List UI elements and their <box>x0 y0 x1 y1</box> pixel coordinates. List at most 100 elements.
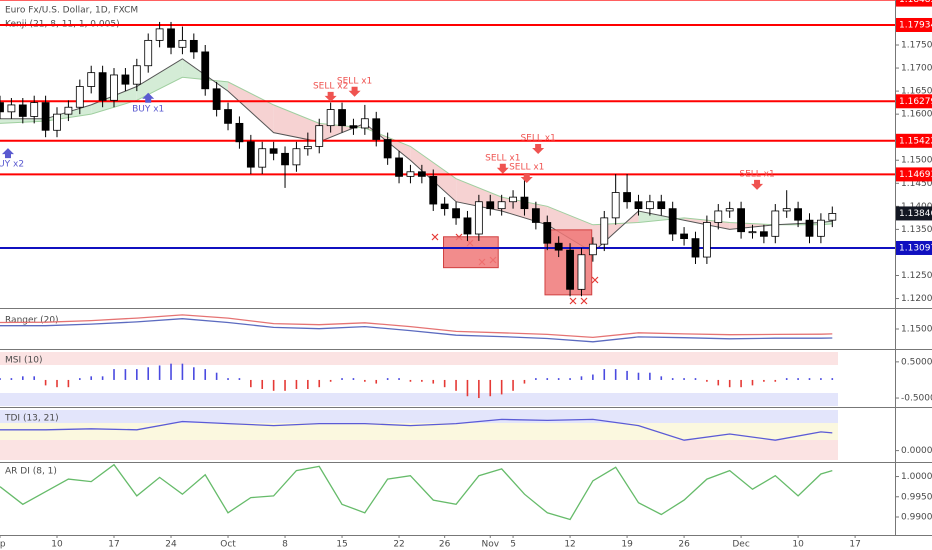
indicator-title: MSI (10) <box>5 356 42 366</box>
candle-body <box>657 201 666 210</box>
y-tick-label: 1.1500 <box>901 325 932 335</box>
candle-body <box>794 208 802 221</box>
bar <box>90 376 93 380</box>
candle-body <box>725 208 734 212</box>
candle-body <box>771 210 780 237</box>
bar <box>215 372 218 380</box>
candle-body <box>144 39 153 67</box>
indicator-title: Ranger (20) <box>5 316 59 326</box>
candle-body <box>566 249 574 290</box>
candle-body <box>611 192 620 219</box>
bar <box>352 378 355 380</box>
x-tick-label: 5 <box>510 540 516 550</box>
bar <box>500 379 503 395</box>
x-tick-label: 8 <box>282 540 288 550</box>
bar <box>694 378 697 380</box>
candle-body <box>816 219 825 237</box>
bar <box>637 372 640 380</box>
candle-body <box>702 222 711 258</box>
bar <box>763 379 765 382</box>
level-label-box <box>896 133 932 148</box>
candle-body <box>645 201 654 210</box>
bar <box>0 378 1 380</box>
candle-body <box>452 208 460 219</box>
signal-label: SELL x1 <box>509 162 544 172</box>
candle-body <box>417 171 426 177</box>
bar <box>386 378 389 380</box>
bar <box>728 379 731 388</box>
candle-body <box>680 233 688 240</box>
candle-body <box>531 208 540 223</box>
candle-body <box>440 203 449 210</box>
candle-body <box>623 192 631 203</box>
candle-body <box>691 238 700 258</box>
level-label: 1.13097 <box>899 243 932 253</box>
candle-body <box>554 242 563 251</box>
candle-body <box>235 122 244 143</box>
kenji-cloud <box>136 58 183 101</box>
bar <box>489 379 492 397</box>
candle-body <box>759 231 768 237</box>
y-tick-label: 0.0000 <box>901 446 932 456</box>
bar <box>592 374 594 380</box>
level-label-box <box>896 167 932 182</box>
level-label-box <box>896 17 932 32</box>
bar <box>250 379 252 388</box>
level-label: 1.13846 <box>899 209 932 219</box>
bar <box>56 379 58 388</box>
candle-body <box>474 201 483 235</box>
signal-arrow <box>324 91 337 102</box>
candle-body <box>53 113 61 131</box>
bar <box>466 379 469 397</box>
bar <box>10 378 13 380</box>
bar <box>22 376 24 380</box>
bar <box>443 379 446 388</box>
signal-arrow <box>751 179 764 190</box>
x-tick-label: 26 <box>439 540 451 550</box>
kenji-cloud <box>273 104 320 142</box>
signal-label: BUY x2 <box>0 160 24 170</box>
signal-label: BUY x1 <box>132 104 164 114</box>
bar <box>626 370 628 380</box>
bar <box>113 369 115 380</box>
y-tick-label: 1.17000 <box>901 64 932 74</box>
candle-body <box>406 171 415 177</box>
bar <box>512 379 514 391</box>
y-tick-label: 1.12000 <box>901 294 932 304</box>
candle-body <box>30 102 39 117</box>
bar <box>147 367 150 380</box>
tdi-middle-band <box>0 423 838 440</box>
candle-body <box>178 39 187 48</box>
bar <box>181 363 184 380</box>
bar <box>375 379 378 384</box>
signal-label: SELL x1 <box>739 169 774 179</box>
candle-body <box>748 231 757 234</box>
indicator-line <box>0 318 833 343</box>
bar <box>455 379 457 391</box>
bar <box>204 369 207 380</box>
bar <box>158 365 161 380</box>
candle-body <box>497 201 506 210</box>
candle-body <box>258 148 267 168</box>
candle-body <box>486 201 495 210</box>
candle-body <box>303 146 312 150</box>
y-tick-label: 1.12500 <box>901 271 932 281</box>
candle-body <box>281 152 289 166</box>
candle-body <box>395 157 403 177</box>
bar <box>101 376 104 380</box>
bar <box>717 379 720 386</box>
bar <box>831 378 834 380</box>
indicator-line <box>0 463 833 521</box>
y-tick-label: 1.16500 <box>901 87 932 97</box>
x-tick-label: 15 <box>336 540 347 550</box>
x-tick-label: 19 <box>621 540 633 550</box>
candle-body <box>600 217 609 245</box>
signal-arrow <box>348 86 361 97</box>
candle-body <box>668 208 677 235</box>
candle-body <box>132 65 141 85</box>
candle-body <box>577 254 586 290</box>
bar <box>751 379 754 386</box>
candle-body <box>383 139 392 159</box>
candle-body <box>782 208 791 212</box>
candle-body <box>737 208 745 233</box>
